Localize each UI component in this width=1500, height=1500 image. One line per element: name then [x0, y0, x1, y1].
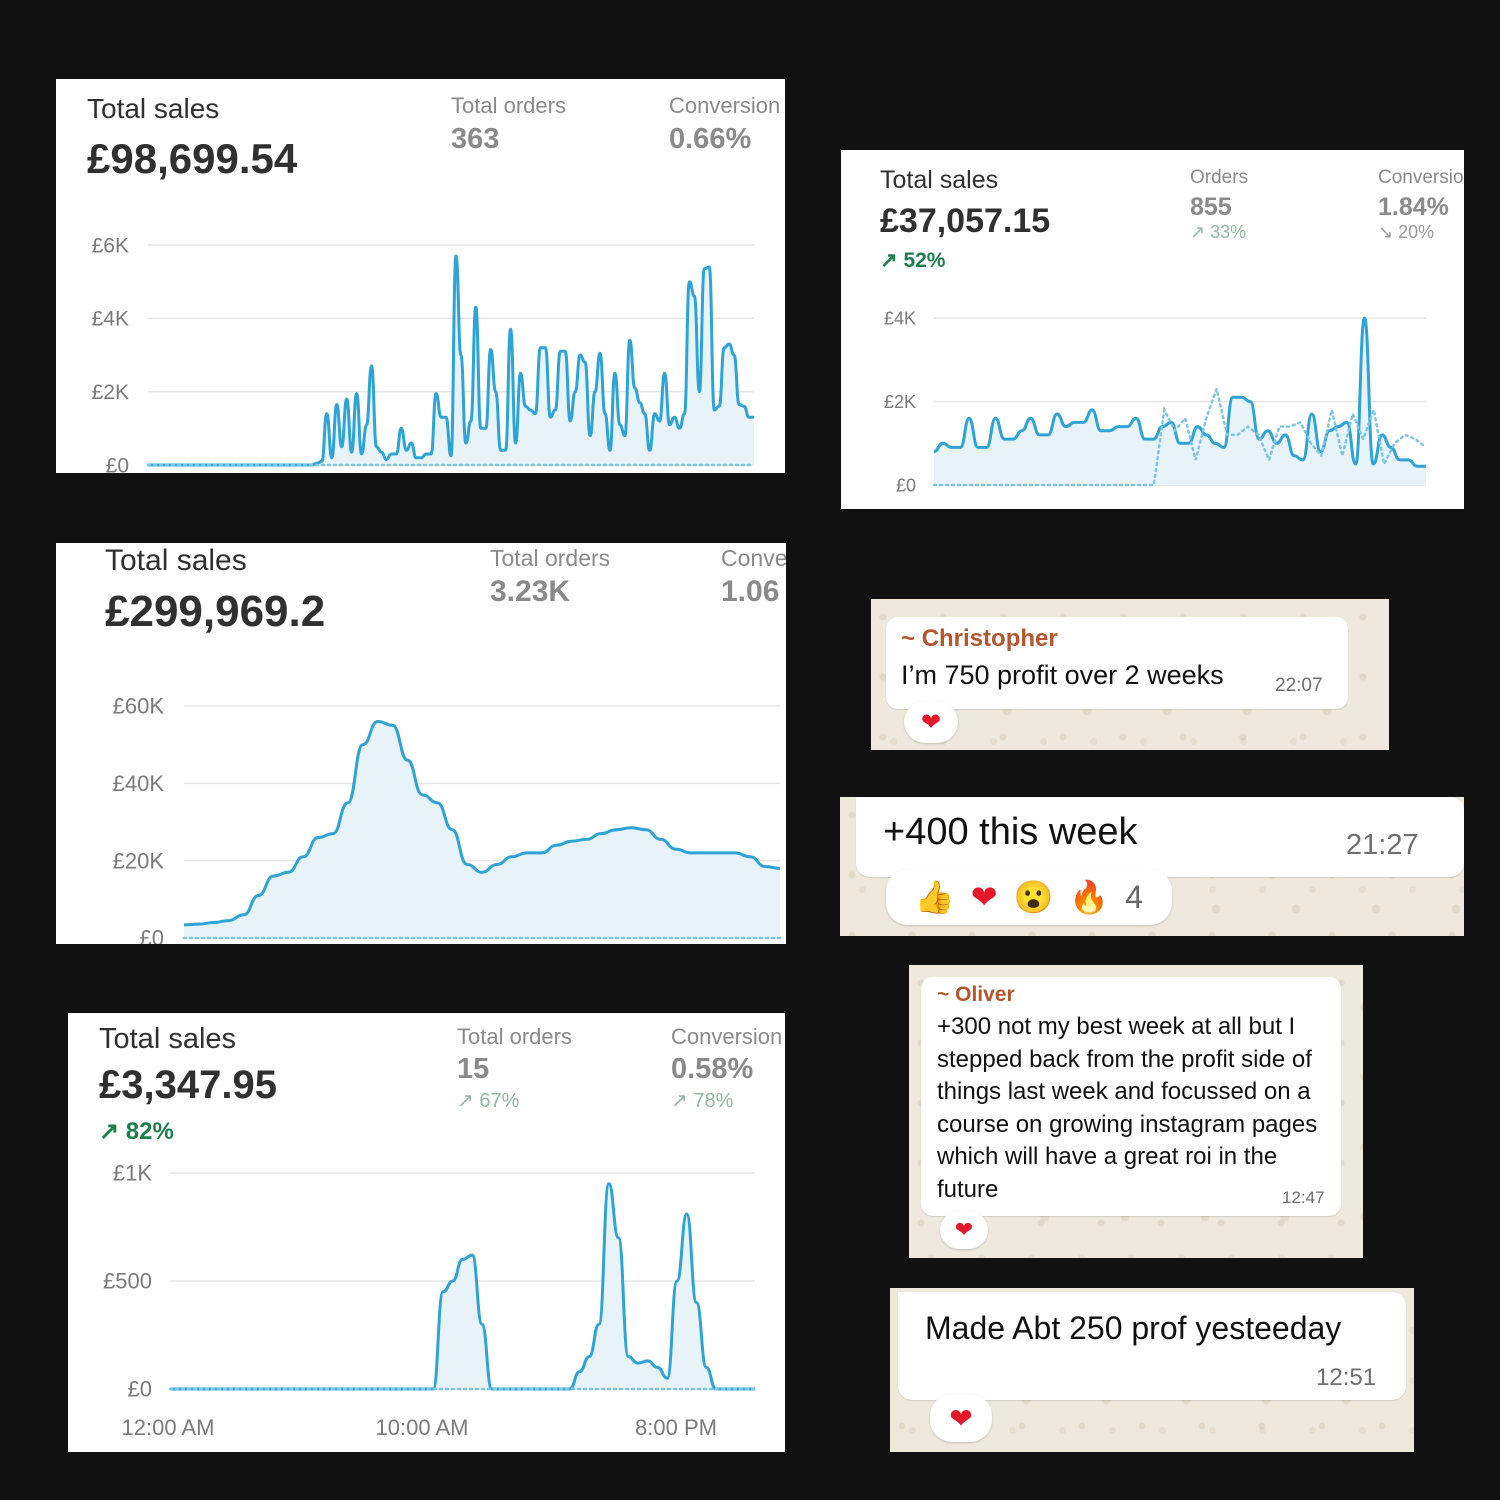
message-text: Made Abt 250 prof yesteeday: [925, 1310, 1342, 1346]
orders-value: 363: [451, 123, 500, 155]
conversion-value: 0.58%: [671, 1053, 754, 1085]
heart-icon: ❤: [970, 879, 998, 915]
message-bubble: Made Abt 250 prof yesteeday 12:51: [898, 1292, 1406, 1400]
sales-line-chart: £0 £2K £4K: [884, 308, 1428, 495]
message-text: +400 this week: [883, 811, 1138, 853]
y-tick-label: £20K: [113, 848, 165, 873]
conversion-label: Conversion: [671, 1024, 783, 1049]
surprised-face-icon: 😮: [1013, 879, 1054, 915]
y-tick-label: £500: [103, 1269, 152, 1294]
series-line: [933, 316, 1426, 468]
message-text: I’m 750 profit over 2 weeks: [901, 660, 1224, 690]
y-tick-label: £6K: [92, 234, 129, 257]
heart-icon: ❤: [954, 1217, 974, 1242]
orders-label: Total orders: [457, 1024, 572, 1049]
fire-icon: 🔥: [1069, 879, 1110, 915]
reactions-bar[interactable]: ❤: [940, 1211, 988, 1249]
total-sales-value: £98,699.54: [87, 135, 298, 182]
reactions-bar[interactable]: ❤: [930, 1394, 992, 1442]
x-tick-label: 10:00 AM: [376, 1415, 469, 1440]
heart-icon: ❤: [920, 708, 942, 736]
y-tick-label: £2K: [884, 392, 916, 412]
thumbs-up-icon: 👍: [914, 879, 955, 915]
y-tick-label: £0: [128, 1377, 152, 1402]
total-sales-value: £37,057.15: [880, 202, 1051, 240]
message-time: 12:47: [1282, 1188, 1325, 1207]
reaction-count: 4: [1125, 878, 1144, 915]
y-tick-label: £4K: [884, 308, 916, 328]
trend-up-icon: ↗: [880, 249, 904, 272]
series-line: [183, 720, 781, 927]
orders-trend: ↗ 33%: [1190, 222, 1247, 242]
orders-value: 3.23K: [490, 575, 571, 608]
y-tick-label: £1K: [113, 1161, 152, 1186]
chat-message-oliver: ~ Oliver +300 not my best week at all bu…: [909, 965, 1363, 1258]
heart-icon: ❤: [949, 1402, 973, 1434]
comparison-series-line: [932, 384, 1428, 487]
orders-label: Orders: [1190, 167, 1249, 188]
message-sender: ~ Christopher: [901, 625, 1058, 652]
orders-label: Total orders: [451, 93, 566, 118]
orders-trend: ↗ 67%: [457, 1090, 520, 1112]
orders-value: 855: [1190, 193, 1232, 221]
y-tick-label: £40K: [113, 771, 165, 796]
message-bubble: ~ Oliver +300 not my best week at all bu…: [921, 977, 1341, 1216]
series-area: [934, 318, 1426, 485]
trend-up-icon: ↗: [671, 1090, 694, 1112]
x-tick-label: 8:00 PM: [635, 1415, 717, 1440]
message-time: 22:07: [1275, 675, 1323, 696]
y-tick-label: £0: [106, 454, 129, 473]
series-area: [184, 721, 780, 938]
total-sales-trend: ↗ 82%: [99, 1118, 174, 1145]
conversion-trend: ↘ 20%: [1378, 222, 1435, 242]
y-tick-label: £0: [896, 475, 916, 495]
conversion-label: Conve: [721, 545, 786, 571]
message-bubble: ~ Christopher I’m 750 profit over 2 week…: [886, 617, 1348, 709]
trend-down-icon: ↘: [1378, 222, 1399, 242]
total-sales-label: Total sales: [105, 544, 247, 577]
conversion-label: Conversion: [1378, 167, 1464, 188]
total-sales-value: £299,969.2: [105, 587, 326, 636]
conversion-value: 1.84%: [1378, 193, 1449, 221]
total-sales-label: Total sales: [99, 1023, 237, 1055]
total-sales-label: Total sales: [87, 93, 220, 124]
message-time: 12:51: [1316, 1364, 1377, 1391]
trend-up-icon: ↗: [457, 1090, 480, 1112]
trend-up-icon: ↗: [99, 1118, 126, 1145]
y-tick-label: £0: [140, 926, 164, 944]
conversion-value: 1.06: [721, 575, 780, 608]
trend-up-icon: ↗: [1190, 222, 1211, 242]
sales-panel-4: Total sales £3,347.95 ↗ 82% Total orders…: [68, 1013, 785, 1452]
series-line: [148, 254, 754, 467]
x-tick-label: 12:00 AM: [122, 1415, 215, 1440]
conversion-label: Conversion: [669, 93, 781, 118]
total-sales-label: Total sales: [880, 166, 999, 194]
series-area: [148, 256, 754, 465]
chat-message-christopher: ~ Christopher I’m 750 profit over 2 week…: [871, 599, 1389, 750]
conversion-trend: ↗ 78%: [671, 1090, 734, 1112]
sales-panel-2: Total sales £37,057.15 ↗ 52% Orders 855 …: [841, 150, 1464, 509]
y-tick-label: £2K: [92, 381, 129, 404]
sales-line-chart: £0 £20K £40K £60K: [113, 694, 782, 944]
total-sales-value: £3,347.95: [99, 1063, 277, 1107]
message-sender: ~ Oliver: [937, 983, 1015, 1006]
conversion-value: 0.66%: [669, 123, 752, 155]
reactions-bar[interactable]: ❤: [904, 701, 958, 743]
sales-line-chart: £0 £2K £4K £6K: [92, 234, 756, 473]
orders-label: Total orders: [490, 545, 611, 571]
sales-panel-3: Total sales £299,969.2 Total orders 3.23…: [56, 543, 786, 944]
message-text: +300 not my best week at all but I stepp…: [937, 1013, 1318, 1203]
chat-message-400: +400 this week 21:27 👍 ❤ 😮 🔥 4: [840, 797, 1464, 936]
message-time: 21:27: [1346, 829, 1419, 861]
message-bubble: +400 this week 21:27: [856, 797, 1464, 877]
sales-panel-1: Total sales £98,699.54 Total orders 363 …: [56, 79, 785, 473]
chat-message-250: Made Abt 250 prof yesteeday 12:51 ❤: [890, 1288, 1414, 1452]
y-tick-label: £60K: [113, 694, 165, 719]
sales-line-chart: £0 £500 £1K 12:00 AM 10:00 AM 8:00 PM: [103, 1161, 757, 1440]
y-tick-label: £4K: [92, 308, 129, 331]
orders-value: 15: [457, 1053, 490, 1085]
series-area: [170, 1183, 755, 1389]
total-sales-trend: ↗ 52%: [880, 249, 946, 272]
reactions-bar[interactable]: 👍 ❤ 😮 🔥 4: [886, 869, 1172, 925]
